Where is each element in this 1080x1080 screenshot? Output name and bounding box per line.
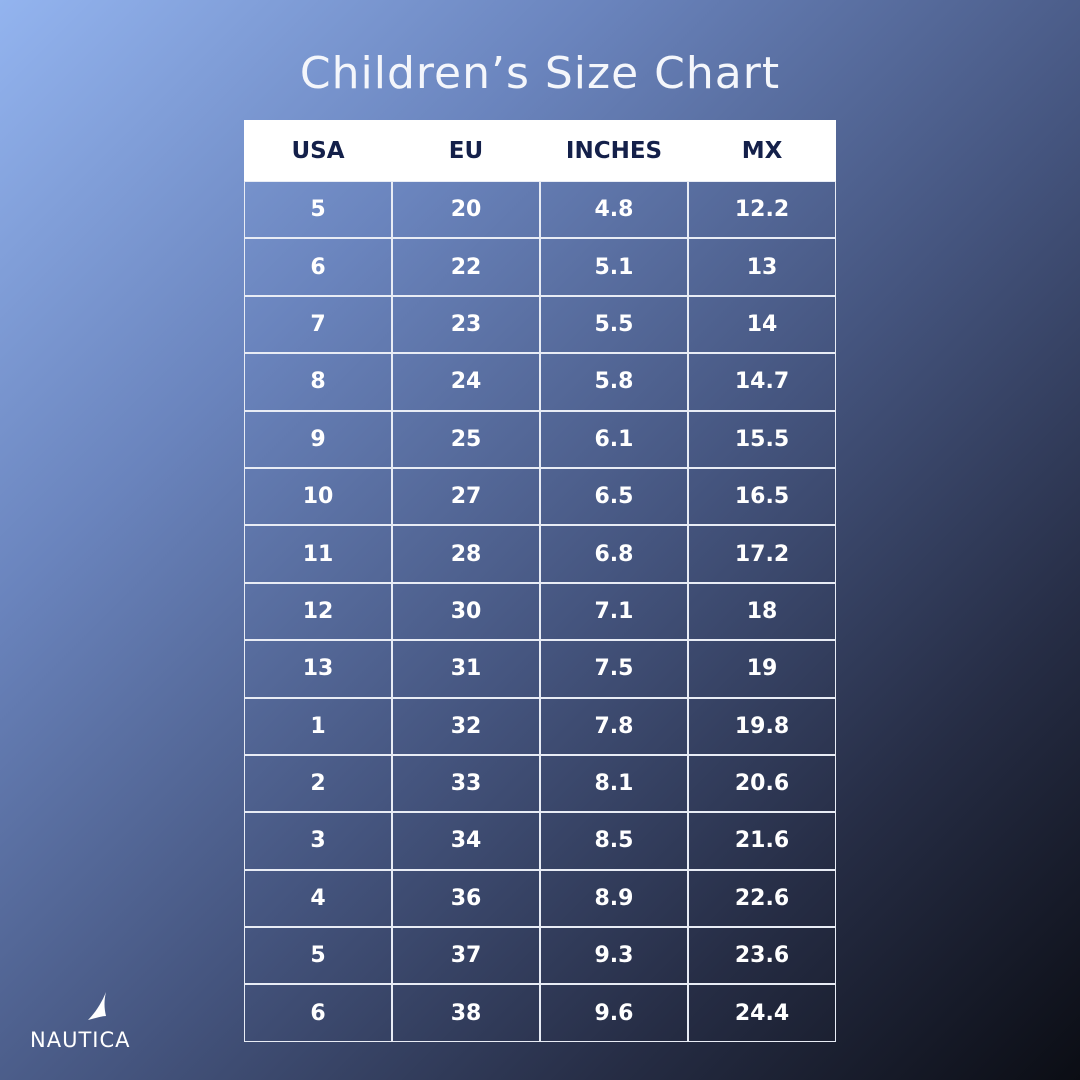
table-row: 5 20 4.8 12.2	[244, 181, 836, 239]
table-cell: 6	[244, 238, 392, 296]
table-cell: 20	[392, 181, 540, 239]
table-cell: 33	[392, 754, 540, 813]
table-cell: 10	[244, 467, 392, 526]
table-row: 2 33 8.1 20.6	[244, 754, 836, 813]
table-cell: 9	[244, 410, 392, 468]
table-cell: 15.5	[688, 410, 836, 468]
column-header: MX	[741, 137, 783, 164]
table-cell: 8.5	[540, 812, 688, 870]
table-row: 9 25 6.1 15.5	[244, 410, 836, 468]
table-cell: 6.1	[540, 410, 688, 468]
table-cell: 21.6	[688, 812, 836, 870]
table-row: 7 23 5.5 14	[244, 295, 836, 354]
table-cell: 6.5	[540, 467, 688, 526]
table-cell: 8.1	[540, 754, 688, 813]
table-cell: 4	[244, 869, 392, 928]
table-cell: 27	[392, 467, 540, 526]
logo-text: NAUTICA	[30, 1028, 131, 1052]
table-cell: 28	[392, 525, 540, 583]
table-cell: 2	[244, 754, 392, 813]
table-row: 3 34 8.5 21.6	[244, 812, 836, 870]
table-cell: 31	[392, 640, 540, 698]
logo: NAUTICA	[30, 990, 170, 1054]
table-cell: 34	[392, 812, 540, 870]
table-cell: 8	[244, 353, 392, 411]
table-cell: 7.5	[540, 640, 688, 698]
table-cell: 7.8	[540, 697, 688, 755]
table-cell: 13	[688, 238, 836, 296]
table-cell: 38	[392, 984, 540, 1042]
table-cell: 23	[392, 295, 540, 354]
table-row: 6 22 5.1 13	[244, 238, 836, 296]
table-cell: 19.8	[688, 697, 836, 755]
table-cell: 5.1	[540, 238, 688, 296]
table-cell: 25	[392, 410, 540, 468]
table-cell: 11	[244, 525, 392, 583]
table-cell: 14	[688, 295, 836, 354]
table-cell: 17.2	[688, 525, 836, 583]
header-row: USA EU INCHES MX	[244, 120, 836, 181]
table-cell: 24.4	[688, 984, 836, 1042]
table-cell: 22.6	[688, 869, 836, 928]
table-row: 1 32 7.8 19.8	[244, 697, 836, 755]
table-cell: 16.5	[688, 467, 836, 526]
table-cell: 9.3	[540, 927, 688, 985]
table-row: 5 37 9.3 23.6	[244, 927, 836, 985]
size-table: USA EU INCHES MX 5 20 4.8 12.2 6 22 5.1 13 7 23 5.5 14 8…	[244, 120, 836, 1042]
table-cell: 12.2	[688, 181, 836, 239]
table-cell: 37	[392, 927, 540, 985]
title: Children’s Size Chart	[299, 48, 781, 99]
table-row: 12 30 7.1 18	[244, 582, 836, 641]
table-cell: 5	[244, 927, 392, 985]
table-cell: 5.5	[540, 295, 688, 354]
table-cell: 24	[392, 353, 540, 411]
table-cell: 18	[688, 582, 836, 641]
table-cell: 8.9	[540, 869, 688, 928]
logo-icon	[88, 992, 106, 1020]
table-cell: 6.8	[540, 525, 688, 583]
column-header: EU	[448, 137, 484, 164]
table-cell: 20.6	[688, 754, 836, 813]
table-row: 6 38 9.6 24.4	[244, 984, 836, 1042]
table-row: 11 28 6.8 17.2	[244, 525, 836, 583]
table-cell: 36	[392, 869, 540, 928]
table-row: 10 27 6.5 16.5	[244, 467, 836, 526]
table-cell: 23.6	[688, 927, 836, 985]
table-cell: 12	[244, 582, 392, 641]
table-row: 8 24 5.8 14.7	[244, 353, 836, 411]
table-cell: 5	[244, 181, 392, 239]
table-cell: 22	[392, 238, 540, 296]
table-cell: 7	[244, 295, 392, 354]
table-cell: 7.1	[540, 582, 688, 641]
table-cell: 1	[244, 697, 392, 755]
table-cell: 30	[392, 582, 540, 641]
table-cell: 4.8	[540, 181, 688, 239]
column-header: USA	[291, 137, 345, 164]
table-cell: 5.8	[540, 353, 688, 411]
table-cell: 6	[244, 984, 392, 1042]
column-header: INCHES	[565, 137, 663, 164]
table-cell: 19	[688, 640, 836, 698]
table-row: 13 31 7.5 19	[244, 640, 836, 698]
table-cell: 14.7	[688, 353, 836, 411]
table-cell: 9.6	[540, 984, 688, 1042]
table-cell: 3	[244, 812, 392, 870]
table-cell: 32	[392, 697, 540, 755]
table-row: 4 36 8.9 22.6	[244, 869, 836, 928]
table-cell: 13	[244, 640, 392, 698]
